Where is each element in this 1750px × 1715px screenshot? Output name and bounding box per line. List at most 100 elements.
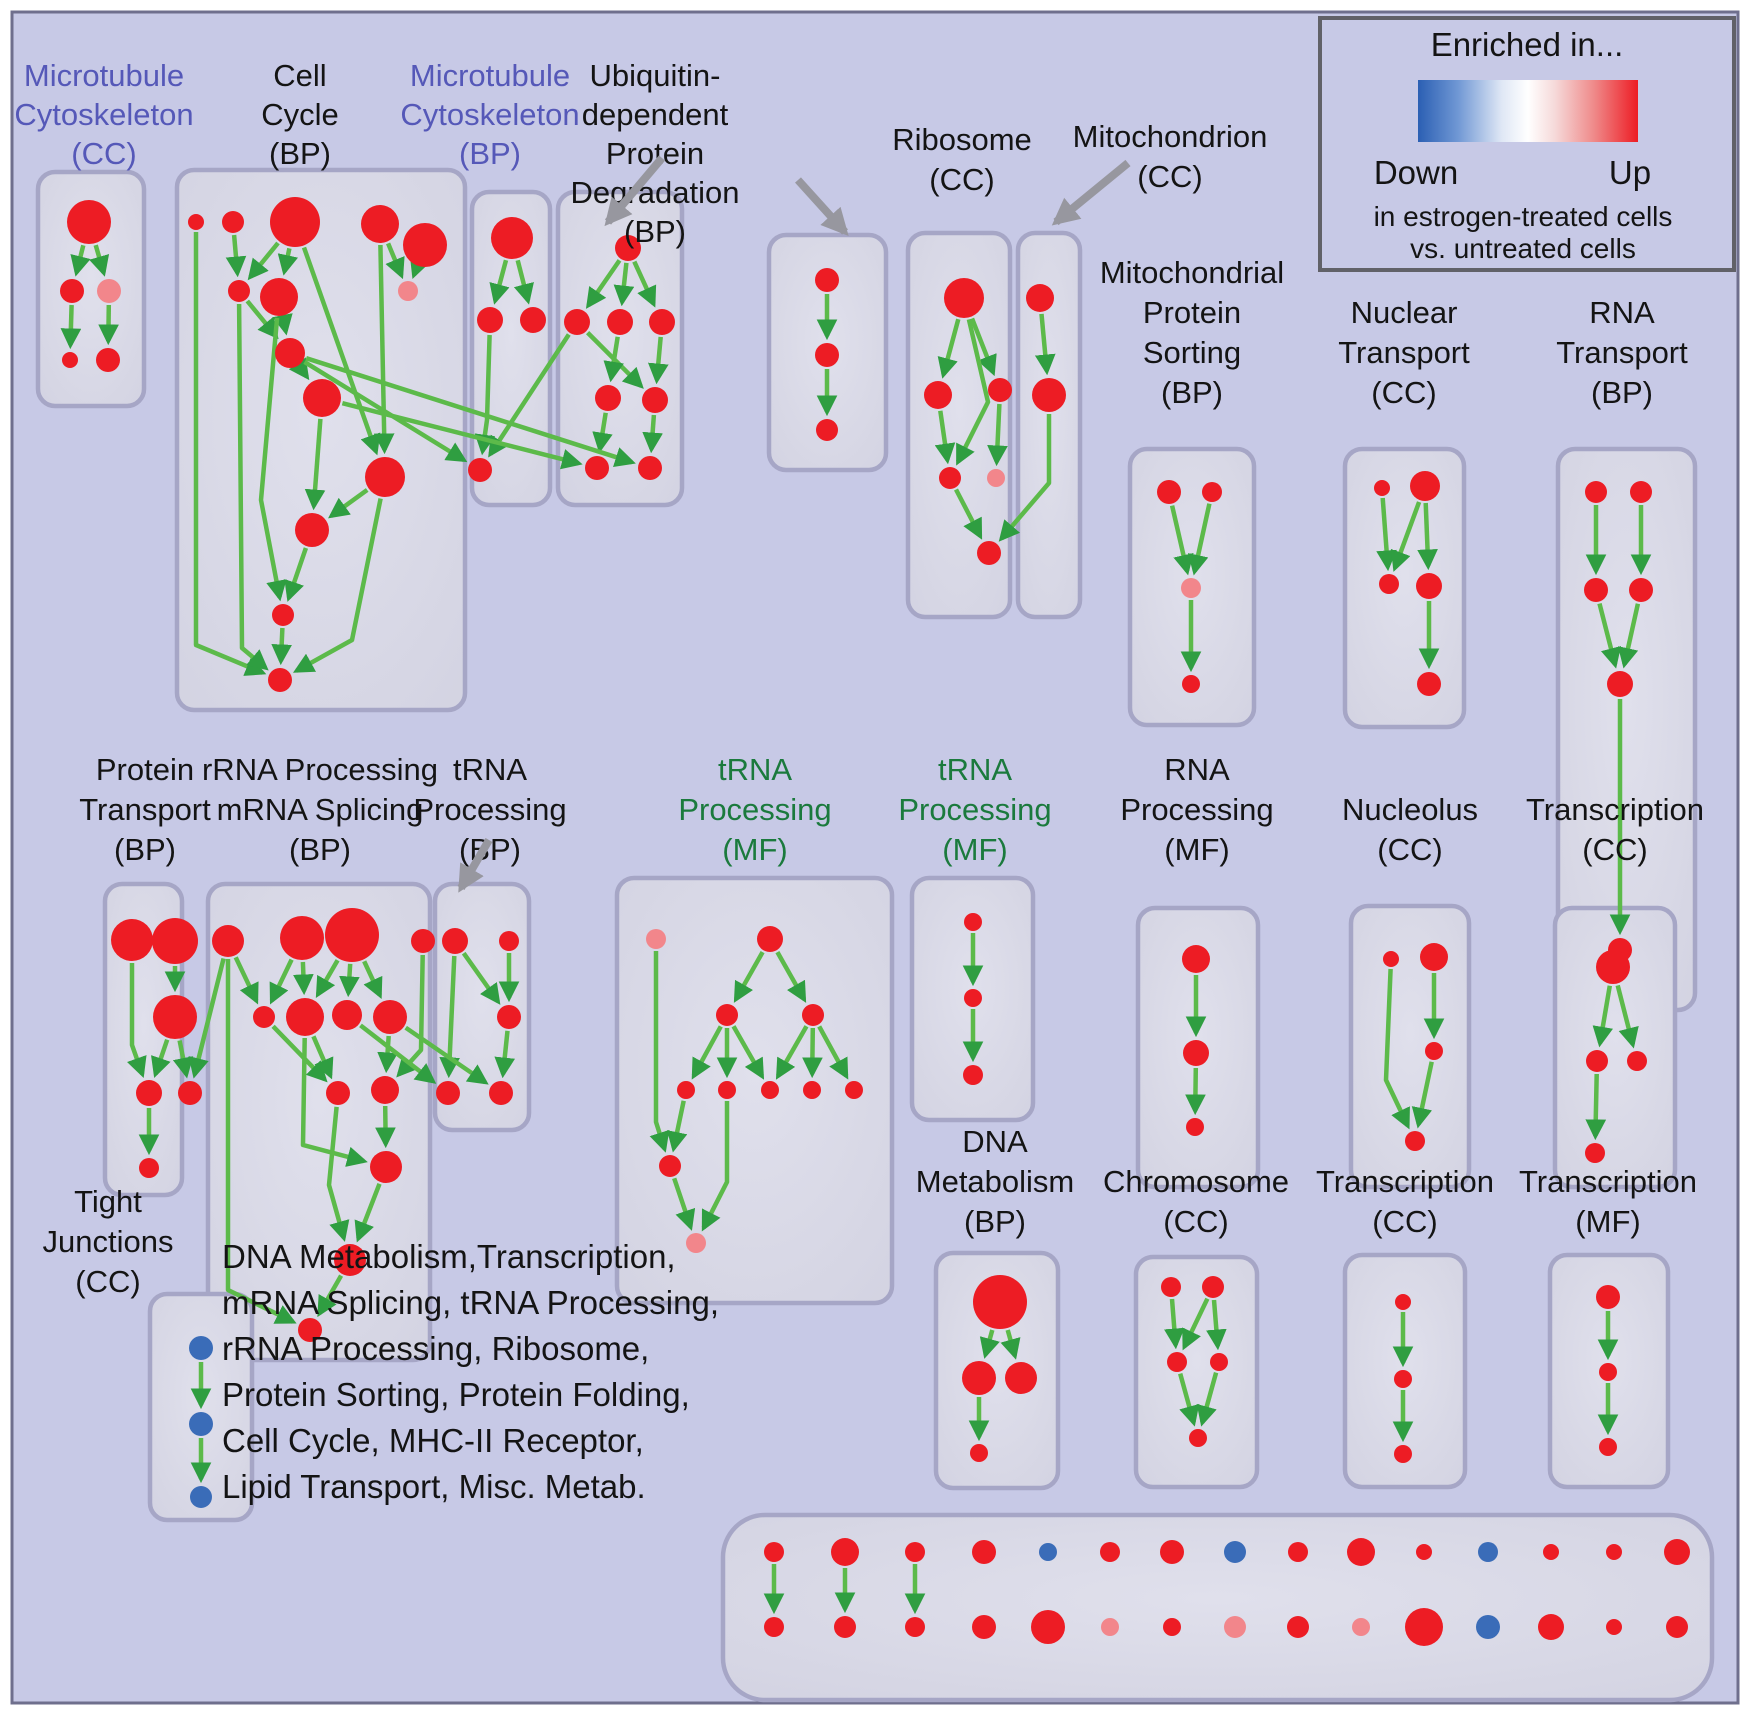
protein-transport-bp-box (102, 881, 185, 1198)
legend-up-label: Up (1609, 154, 1651, 191)
misc-pathways-strip-gene-node (1606, 1619, 1622, 1635)
rna-processing-mf-label: (MF) (1164, 832, 1229, 867)
chromosome-cc-gene-node (1202, 1276, 1224, 1298)
microtubule-cytoskeleton-bp-label: Microtubule (410, 58, 570, 93)
cell-cycle-bp-edge (236, 303, 269, 671)
misc-pathways-strip-gene-node (1347, 1538, 1375, 1566)
ubiquitin-degradation-bp-gene-node (649, 309, 675, 335)
trna-processing-mf-2-label: Processing (898, 792, 1051, 827)
nuclear-transport-cc-gene-node (1379, 574, 1399, 594)
cell-cycle-bp-edge (284, 547, 309, 602)
microtubule-cytoskeleton-cc-edge (89, 244, 110, 277)
microtubule-cytoskeleton-bp-box (469, 189, 553, 508)
nuclear-transport-cc-edge (1417, 502, 1438, 571)
trna-processing-mf-1-edge (817, 1025, 849, 1080)
chromosome-cc-label: (CC) (1163, 1204, 1228, 1239)
dna-metabolism-bp-edge (1000, 1329, 1021, 1360)
mitochondrial-protein-sorting-bp-gene-node (1157, 480, 1181, 504)
dna-metabolism-bp-label: (BP) (964, 1204, 1026, 1239)
transcription-cc-mid-box (1552, 905, 1678, 1190)
label-pointer-arrow (1051, 159, 1131, 226)
trna-processing-bp-gene-node (442, 928, 468, 954)
ubiquitin-degradation-bp-edge (613, 262, 635, 307)
rrna-processing-mrna-splicing-bp-edge (293, 961, 314, 996)
trna-processing-mf-1-label: Processing (678, 792, 831, 827)
ubiquitin-degradation-bp-2-gene-node (816, 419, 838, 441)
cell-cycle-bp-gene-node (303, 379, 341, 417)
nucleolus-cc-gene-node (1425, 1042, 1443, 1060)
nucleolus-cc-edge (1411, 1061, 1434, 1129)
ubiquitin-degradation-bp-label: dependent (582, 97, 729, 132)
microtubule-cytoskeleton-bp-edge (513, 259, 534, 305)
trna-processing-mf-1-gene-node (757, 926, 783, 952)
ubiquitin-degradation-bp-edge (632, 260, 657, 308)
rna-transport-bp-label: (BP) (1591, 375, 1653, 410)
cell-cycle-bp-edge (271, 627, 292, 666)
microtubule-cytoskeleton-cc-gene-node (60, 279, 84, 303)
chromosome-cc-box (1133, 1254, 1260, 1490)
cell-cycle-bp-label: Cycle (261, 97, 339, 132)
rrna-processing-mrna-splicing-bp-label: (BP) (289, 832, 351, 867)
cell-cycle-bp-gene-node (272, 604, 294, 626)
rrna-processing-mrna-splicing-bp-gene-node (298, 1318, 322, 1342)
cell-cycle-bp-gene-node (398, 281, 418, 301)
cell-cycle-bp-edge (277, 247, 299, 276)
protein-transport-bp-label: (BP) (114, 832, 176, 867)
misc-pathways-strip-gene-node (1543, 1544, 1559, 1560)
tight-junctions-cc-gene-node (189, 1412, 213, 1436)
rrna-processing-mrna-splicing-bp-gene-node (326, 1081, 350, 1105)
tight-junctions-cc-label: (CC) (75, 1264, 140, 1299)
cell-cycle-bp-gene-node (295, 513, 329, 547)
dna-metabolism-bp-gene-node (1005, 1362, 1037, 1394)
cell-cycle-bp-gene-node (275, 338, 305, 368)
rrna-processing-mrna-splicing-bp-edge (317, 1274, 344, 1318)
ribosome-cc-gene-node (939, 467, 961, 489)
tight-junctions-cc-gene-node (189, 1336, 213, 1360)
cell-cycle-bp-edge (328, 488, 369, 519)
microtubule-cytoskeleton-bp-gene-node (477, 307, 503, 333)
ribosome-cc-edge (954, 488, 983, 540)
trna-processing-mf-1-gene-node (718, 1081, 736, 1099)
cell-cycle-bp-gene-node (268, 668, 292, 692)
rrna-processing-mrna-splicing-bp-gene-node (253, 1006, 275, 1028)
ribosome-cc-gene-node (988, 378, 1012, 402)
trna-processing-mf-1-edge (666, 1100, 688, 1153)
ubiquitin-degradation-bp-label: (BP) (624, 214, 686, 249)
microtubule-cytoskeleton-bp-label: Cytoskeleton (400, 97, 579, 132)
misc-pathways-strip-box (720, 1512, 1715, 1703)
protein-transport-bp-gene-node (152, 918, 198, 964)
nucleolus-cc-box (1348, 903, 1472, 1190)
trna-processing-mf-1-gene-node (677, 1081, 695, 1099)
trna-processing-mf-1-gene-node (802, 1004, 824, 1026)
legend-subtitle-1: in estrogen-treated cells (1374, 201, 1673, 232)
misc-pathways-strip-gene-node (972, 1540, 996, 1564)
trna-processing-bp-edge (494, 1030, 516, 1079)
nuclear-transport-cc-label: Transport (1338, 335, 1470, 370)
rna-transport-bp-gene-node (1629, 578, 1653, 602)
chromosome-cc-edge (1163, 1298, 1185, 1350)
ubiquitin-degradation-bp-gene-node (607, 309, 633, 335)
trna-processing-mf-2-gene-node (964, 989, 982, 1007)
ribosome-cc-edge (934, 410, 956, 465)
ubiquitin-degradation-bp-label: Degradation (571, 175, 740, 210)
trna-processing-mf-1-edge (691, 1025, 723, 1080)
dna-metabolism-bp-label: DNA (962, 1124, 1028, 1159)
transcription-mf-label: Transcription (1519, 1164, 1697, 1199)
chromosome-cc-edge (1206, 1299, 1227, 1351)
microtubule-cytoskeleton-cc-edge (60, 304, 82, 350)
ubiquitin-degradation-bp-edge (642, 414, 663, 454)
microtubule-cytoskeleton-bp-gene-node (520, 307, 546, 333)
microtubule-cytoskeleton-cc-gene-node (96, 348, 120, 372)
protein-transport-bp-gene-node (153, 995, 197, 1039)
transcription-cc-bottom-label: (CC) (1372, 1204, 1437, 1239)
nuclear-transport-cc-edge (1390, 501, 1422, 572)
trna-processing-mf-1-edge (701, 1101, 730, 1232)
chromosome-cc-gene-node (1210, 1353, 1228, 1371)
misc-pathways-strip-gene-node (972, 1615, 996, 1639)
note-line: Cell Cycle, MHC-II Receptor, (222, 1422, 644, 1459)
trna-processing-bp-edge (461, 951, 501, 1005)
protein-transport-bp-gene-node (111, 919, 153, 961)
transcription-cc-mid-label: Transcription (1526, 792, 1704, 827)
microtubule-cytoskeleton-bp-edge (489, 259, 510, 305)
